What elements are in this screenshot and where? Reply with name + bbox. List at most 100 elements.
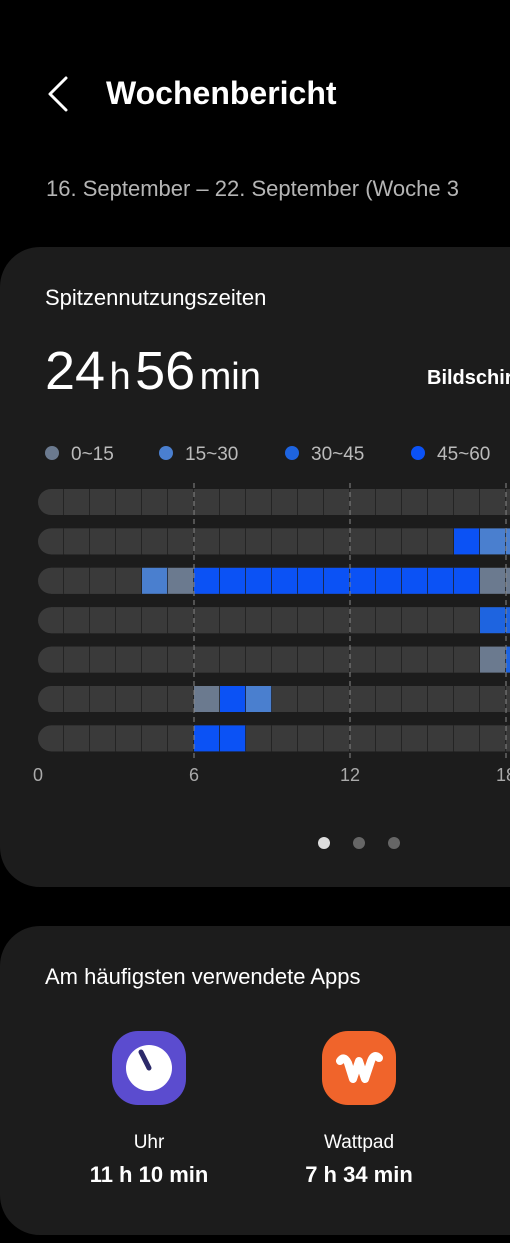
heatmap-cell xyxy=(51,528,64,555)
legend-label: 0~15 xyxy=(71,444,114,465)
heatmap-cell xyxy=(454,646,480,673)
heatmap-cell xyxy=(506,528,510,555)
heatmap-cell xyxy=(350,489,376,515)
heatmap-cell xyxy=(428,646,454,673)
heatmap-cell xyxy=(480,646,506,673)
heatmap-cell xyxy=(90,528,116,555)
heatmap-cell xyxy=(428,489,454,515)
apps-card: Am häufigsten verwendete Apps Uhr 11 h 1… xyxy=(0,926,510,1235)
heatmap-cell xyxy=(272,489,298,515)
heatmap-cell xyxy=(402,686,428,712)
heatmap-cell xyxy=(64,725,90,752)
heatmap-cell xyxy=(480,725,506,752)
page-title: Wochenbericht xyxy=(106,75,337,111)
heatmap-cell xyxy=(64,528,90,555)
heatmap-cell xyxy=(298,489,324,515)
heatmap-cell xyxy=(402,725,428,752)
heatmap-cell xyxy=(168,528,194,555)
heatmap-cell xyxy=(194,607,220,634)
heatmap-cell xyxy=(376,528,402,555)
heatmap-cell xyxy=(246,567,272,594)
heatmap-cell xyxy=(428,528,454,555)
heatmap-cell xyxy=(246,646,272,673)
heatmap-cell xyxy=(428,567,454,594)
back-button[interactable] xyxy=(44,74,74,114)
heatmap-cell xyxy=(220,528,246,555)
heatmap-cell xyxy=(220,567,246,594)
app-name: Wattpad xyxy=(323,1132,395,1153)
heatmap-cell xyxy=(51,489,64,515)
app-icon[interactable] xyxy=(322,1031,396,1105)
heatmap-cell xyxy=(454,528,480,555)
heatmap-cell xyxy=(506,489,510,515)
heatmap-cell xyxy=(506,646,510,673)
heatmap-cell xyxy=(51,725,64,752)
app-time: 7 h 34 min xyxy=(305,1162,413,1187)
heatmap-cell xyxy=(142,725,168,752)
heatmap-cell xyxy=(90,686,116,712)
app-name: Uhr xyxy=(133,1132,165,1153)
heatmap-cell xyxy=(376,725,402,752)
legend-dot xyxy=(285,446,299,460)
heatmap-cell xyxy=(298,725,324,752)
side-label: Bildschir xyxy=(427,367,510,389)
heatmap-cell xyxy=(51,607,64,634)
heatmap-cell xyxy=(116,567,142,594)
legend-dot xyxy=(159,446,173,460)
heatmap-cell xyxy=(350,528,376,555)
heatmap-cell xyxy=(64,607,90,634)
heatmap-cell xyxy=(272,528,298,555)
heatmap-cell xyxy=(220,686,246,712)
app-icon[interactable] xyxy=(112,1031,186,1105)
heatmap-cell xyxy=(350,686,376,712)
peak-card: Spitzennutzungszeiten 24 h 56 min Bildsc… xyxy=(0,247,510,887)
heatmap-cell xyxy=(376,686,402,712)
heatmap-cell xyxy=(454,567,480,594)
heatmap-cell xyxy=(64,646,90,673)
legend-label: 45~60 xyxy=(437,444,490,465)
heatmap-cell xyxy=(246,489,272,515)
heatmap-cell xyxy=(272,725,298,752)
heatmap: 0~15 15~30 30~45 45~60 0 6 12 18 xyxy=(33,444,510,785)
heatmap-cell xyxy=(220,646,246,673)
heatmap-cell xyxy=(116,489,142,515)
heatmap-cell xyxy=(168,607,194,634)
heatmap-cell xyxy=(194,489,220,515)
heatmap-cell xyxy=(220,607,246,634)
heatmap-cell xyxy=(506,686,510,712)
heatmap-cell xyxy=(51,567,64,594)
heatmap-cell xyxy=(480,489,506,515)
heatmap-cell xyxy=(298,607,324,634)
heatmap-cell xyxy=(51,686,64,712)
unit: min xyxy=(199,356,261,398)
hours: 24 xyxy=(45,341,106,401)
heatmap-cell xyxy=(324,489,350,515)
heatmap-cell xyxy=(64,567,90,594)
heatmap-cell xyxy=(90,607,116,634)
heatmap-cell xyxy=(402,607,428,634)
heatmap-cell xyxy=(324,607,350,634)
heatmap-cell xyxy=(90,567,116,594)
heatmap-cell xyxy=(506,607,510,634)
heatmap-cell xyxy=(116,686,142,712)
heatmap-cell xyxy=(142,528,168,555)
x-tick-label: 12 xyxy=(340,765,360,785)
heatmap-cell xyxy=(194,646,220,673)
heatmap-cell xyxy=(324,567,350,594)
heatmap-cell xyxy=(116,607,142,634)
heatmap-cell xyxy=(168,489,194,515)
heatmap-cell xyxy=(142,567,168,594)
heatmap-cell xyxy=(116,725,142,752)
heatmap-cell xyxy=(246,528,272,555)
heatmap-cell xyxy=(324,686,350,712)
heatmap-cell xyxy=(116,528,142,555)
heatmap-cell xyxy=(246,607,272,634)
heatmap-cell xyxy=(324,528,350,555)
heatmap-cell xyxy=(402,489,428,515)
pagination[interactable] xyxy=(310,835,410,851)
heatmap-cell xyxy=(402,646,428,673)
heatmap-cell xyxy=(272,686,298,712)
heatmap-cell xyxy=(194,686,220,712)
heatmap-cell xyxy=(428,607,454,634)
